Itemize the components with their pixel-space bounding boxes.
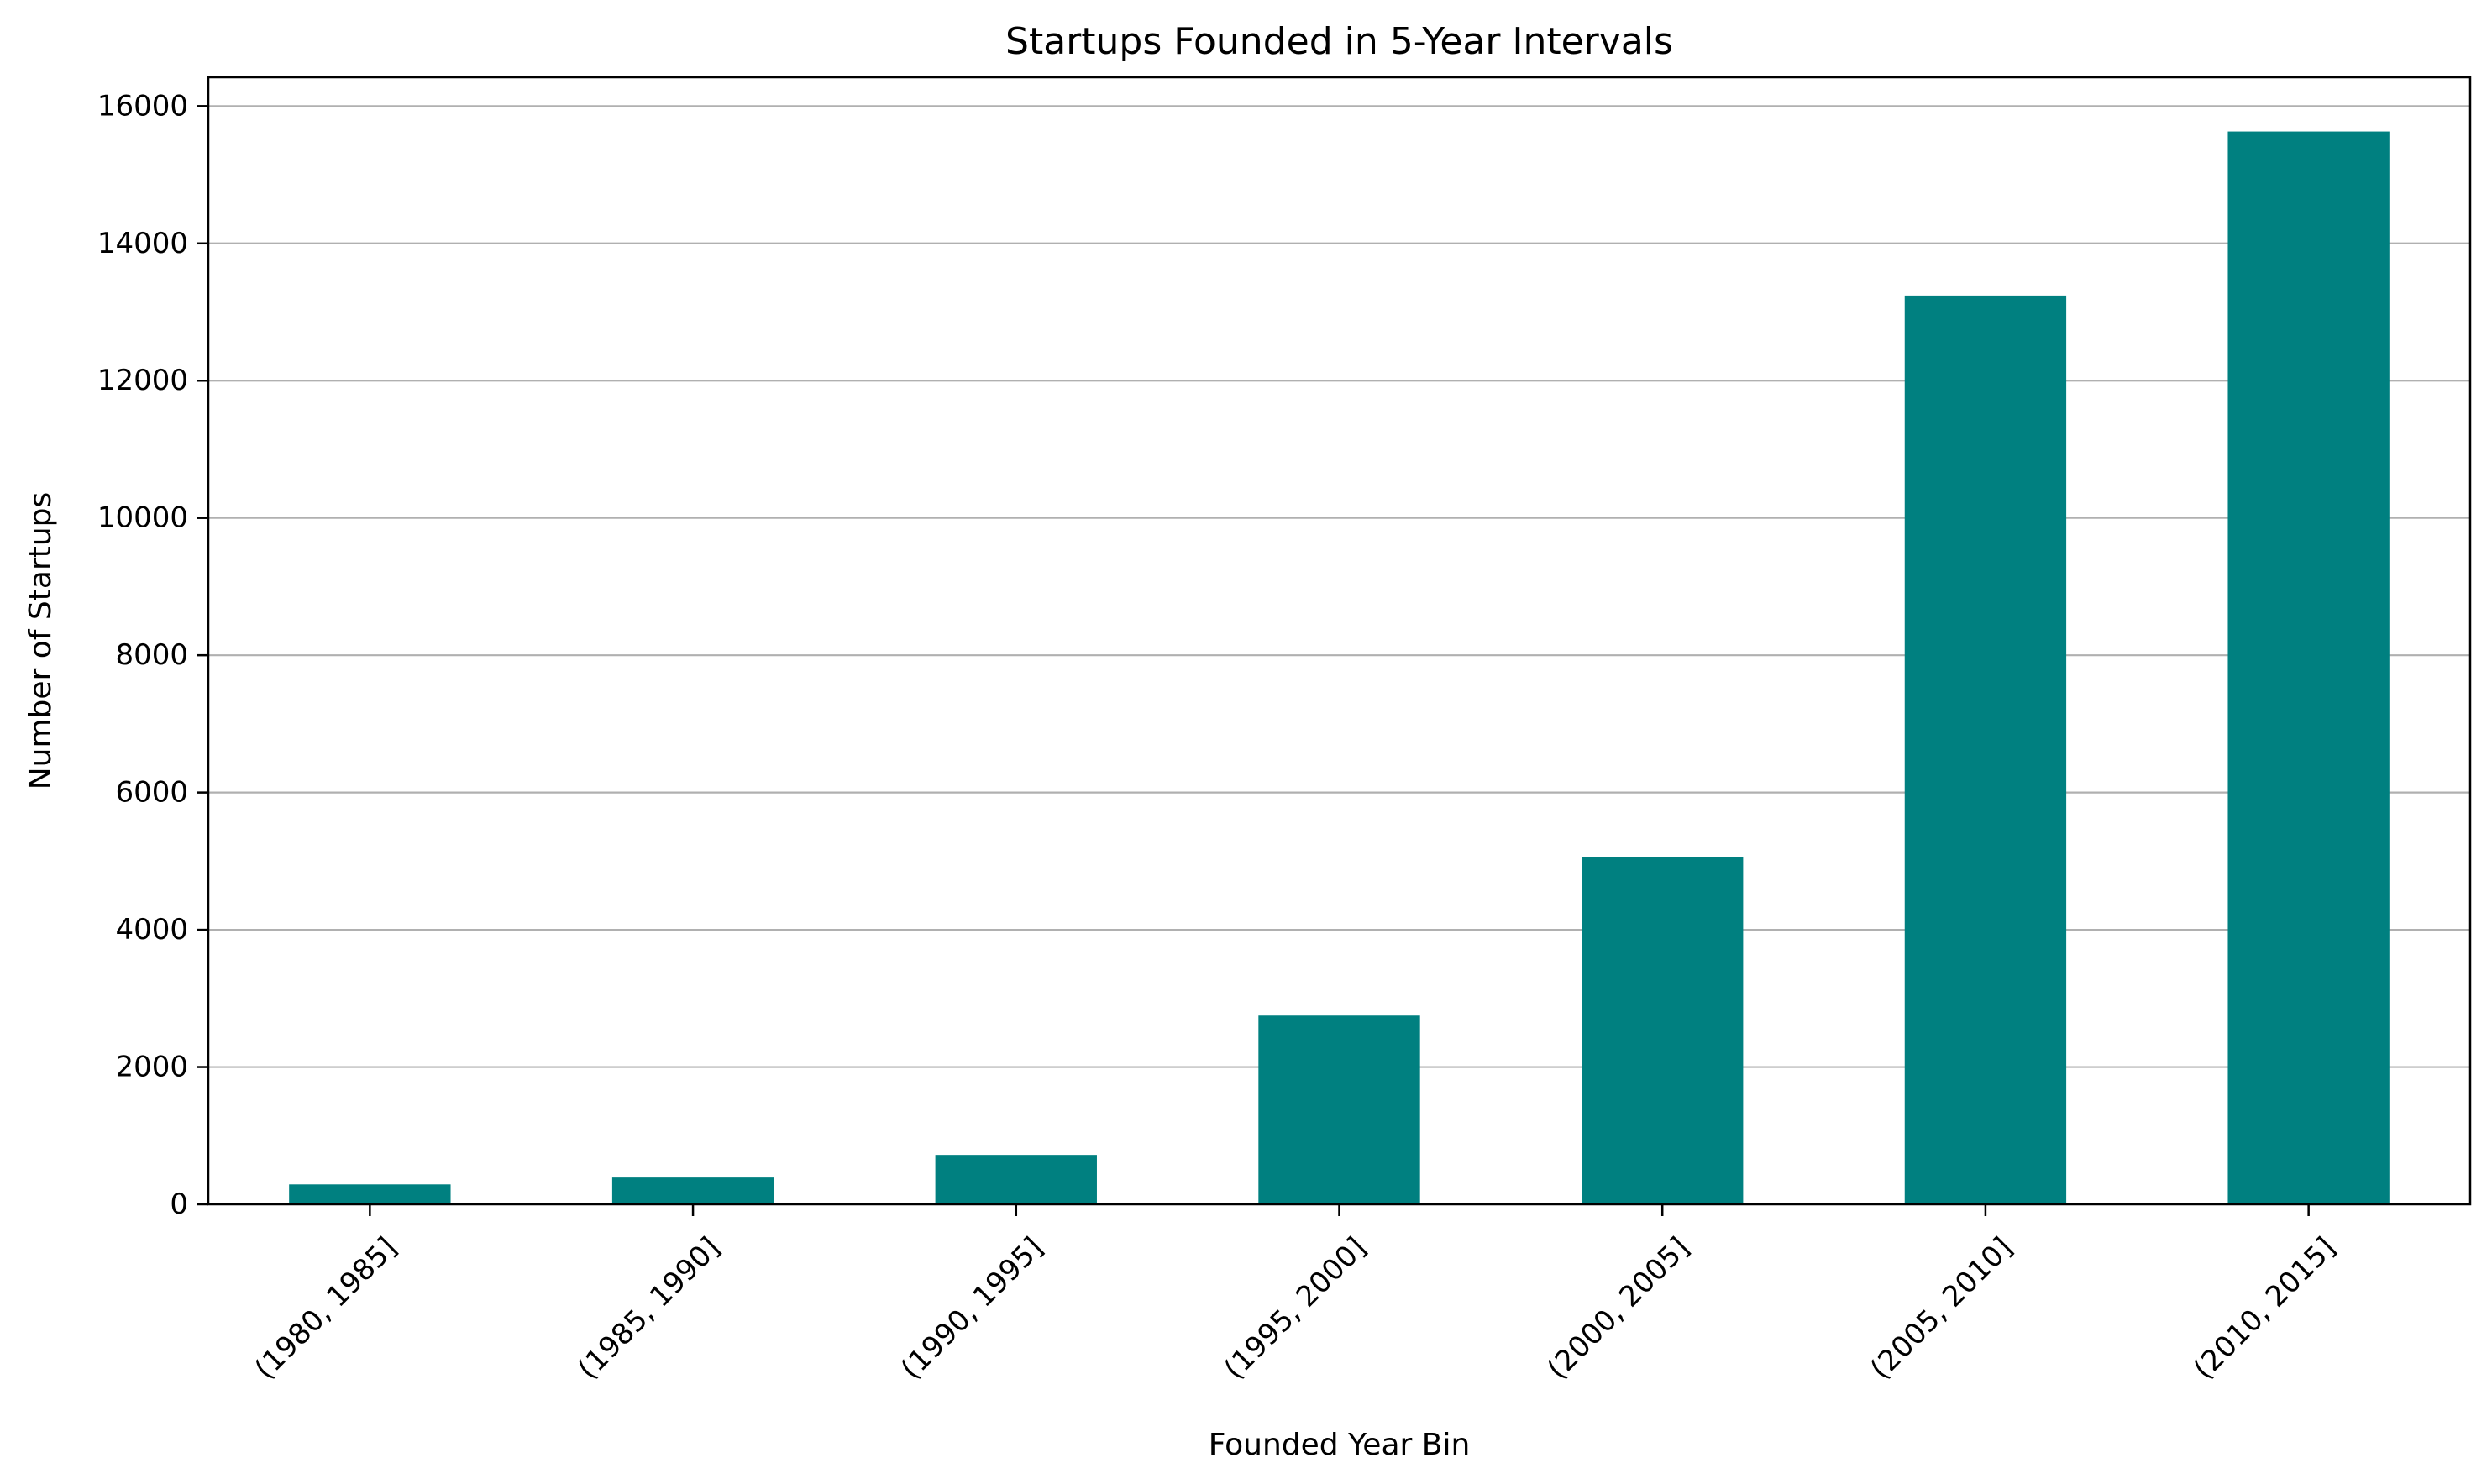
y-tick-label: 0 bbox=[170, 1188, 188, 1221]
bar-5 bbox=[1904, 295, 2067, 1204]
bar-4 bbox=[1582, 857, 1744, 1204]
y-tick-label: 8000 bbox=[115, 638, 188, 672]
x-axis-label: Founded Year Bin bbox=[1209, 1428, 1471, 1462]
chart-title: Startups Founded in 5-Year Intervals bbox=[1005, 20, 1673, 63]
y-axis-label: Number of Startups bbox=[24, 492, 58, 790]
bar-6 bbox=[2227, 131, 2390, 1204]
bar-2 bbox=[935, 1155, 1097, 1204]
gridlines bbox=[208, 105, 2470, 1068]
y-tick-label: 10000 bbox=[97, 501, 188, 535]
y-tick-label: 14000 bbox=[97, 227, 188, 260]
bar-1 bbox=[611, 1177, 774, 1204]
y-tick-label: 2000 bbox=[115, 1051, 188, 1084]
y-tick-label: 16000 bbox=[97, 89, 188, 123]
y-tick-label: 12000 bbox=[97, 364, 188, 397]
bar-0 bbox=[289, 1184, 451, 1204]
bar-3 bbox=[1258, 1015, 1420, 1204]
y-axis-ticks: 0 2000 4000 6000 8000 10000 12000 14000 16000 bbox=[97, 89, 208, 1221]
bars bbox=[289, 131, 2390, 1204]
y-tick-label: 6000 bbox=[115, 776, 188, 810]
y-tick-label: 4000 bbox=[115, 913, 188, 947]
